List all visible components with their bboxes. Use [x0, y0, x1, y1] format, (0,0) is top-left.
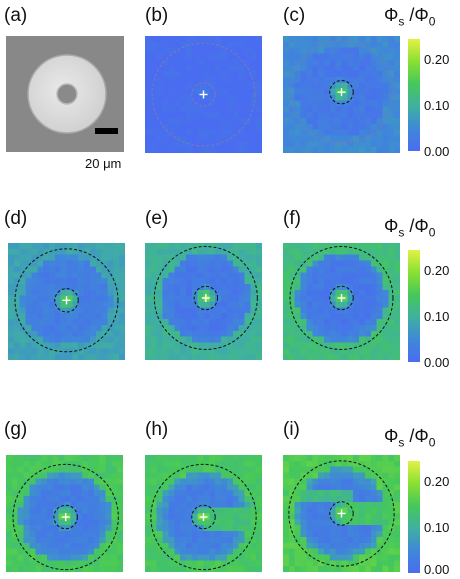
map-panel-i	[283, 455, 400, 572]
overlay-c	[289, 40, 394, 145]
colorbar-2-tick-1: 0.10	[424, 309, 450, 324]
panel-label-b: (b)	[145, 5, 169, 26]
colorbar-2-tick-2: 0.00	[424, 355, 450, 370]
sem-ring-illustration	[6, 36, 124, 152]
colorbar-2-tick-0: 0.20	[424, 263, 450, 278]
colorbar-3-tick-1: 0.10	[424, 520, 450, 535]
colorbar-1-tick-2: 0.00	[424, 144, 450, 159]
overlay-i	[288, 460, 395, 567]
colorbar-2	[408, 250, 420, 362]
scale-bar-label: 20 μm	[85, 156, 122, 171]
panel-label-e: (e)	[145, 208, 169, 229]
overlay-b	[151, 42, 256, 147]
sem-image	[6, 36, 124, 152]
map-panel-f	[283, 243, 400, 360]
overlay-h	[150, 463, 257, 571]
overlay-g	[12, 463, 119, 571]
overlay-d	[14, 248, 119, 353]
panel-label-i: (i)	[283, 419, 300, 440]
inner-ring-outline	[53, 504, 78, 530]
panel-label-d: (d)	[4, 208, 28, 229]
map-panel-c	[283, 36, 400, 153]
scale-bar	[95, 128, 118, 134]
outer-ring-outline	[153, 246, 258, 350]
colorbar-1	[408, 39, 420, 151]
colorbar-title-1: Φs /Φ0	[384, 5, 436, 29]
overlay-f	[289, 246, 394, 350]
overlay-e	[153, 246, 258, 350]
outer-ring-outline	[12, 463, 119, 571]
colorbar-title-3: Φs /Φ0	[384, 426, 436, 450]
map-panel-h	[145, 455, 262, 572]
colorbar-3-tick-0: 0.20	[424, 474, 450, 489]
outer-ring-outline	[150, 463, 257, 571]
map-panel-b	[145, 36, 262, 153]
outer-ring-outline	[151, 42, 256, 147]
colorbar-title-2: Φs /Φ0	[384, 216, 436, 240]
map-e	[145, 243, 262, 360]
panel-label-g: (g)	[4, 419, 28, 440]
map-g	[6, 455, 123, 572]
colorbar-3	[408, 461, 420, 573]
outer-ring-outline	[288, 460, 395, 567]
colorbar-1-tick-1: 0.10	[424, 98, 450, 113]
panel-label-a: (a)	[4, 5, 28, 26]
map-panel-d	[8, 243, 125, 360]
colorbar-1-tick-0: 0.20	[424, 52, 450, 67]
inner-ring-outline	[191, 504, 216, 530]
map-panel-g	[6, 455, 123, 572]
inner-ring-outline	[329, 501, 354, 526]
panel-label-c: (c)	[283, 5, 306, 26]
inner-ring-outline	[191, 82, 216, 107]
panel-label-f: (f)	[283, 208, 301, 229]
outer-ring-outline	[289, 246, 394, 350]
map-panel-e	[145, 243, 262, 360]
outer-ring-outline	[289, 40, 394, 145]
panel-label-h: (h)	[145, 419, 169, 440]
outer-ring-outline	[14, 248, 119, 353]
colorbar-3-tick-2: 0.00	[424, 562, 450, 577]
